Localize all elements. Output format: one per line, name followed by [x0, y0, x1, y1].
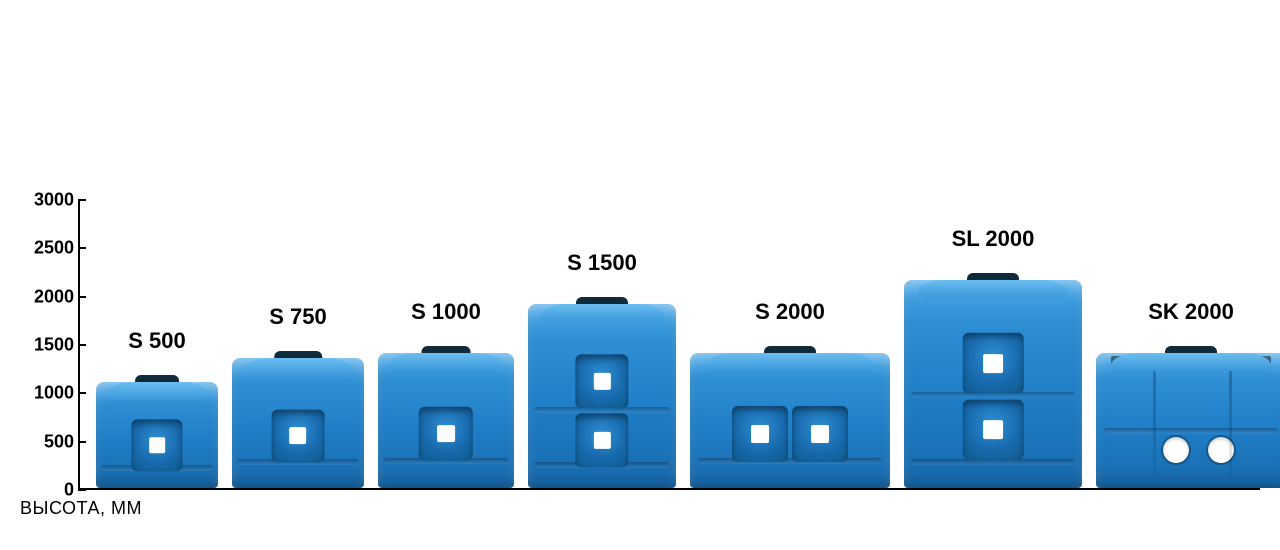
y-tick-mark [78, 296, 86, 298]
tank-item: S 1000 [378, 353, 514, 488]
y-tick-label: 500 [44, 431, 74, 452]
tank-recess [419, 407, 473, 461]
y-tick-mark [78, 441, 86, 443]
tank-label: SK 2000 [1148, 299, 1234, 325]
tank-item: SL 2000 [904, 280, 1082, 488]
tank-recess [575, 414, 628, 467]
tank-item: SK 2000 [1096, 353, 1280, 488]
tank-item: S 750 [232, 358, 364, 489]
y-axis-title: ВЫСОТА, ММ [20, 498, 142, 519]
tank-body [904, 280, 1082, 488]
y-tick-mark [78, 247, 86, 249]
tank-body [690, 353, 890, 488]
tank-item: S 1500 [528, 304, 676, 488]
tank-recess [732, 406, 788, 462]
y-tick-label: 3000 [34, 190, 74, 211]
tank-label: SL 2000 [952, 226, 1035, 252]
tank-label: S 500 [128, 328, 186, 354]
tank-recess [131, 420, 182, 471]
tank-label: S 750 [269, 304, 327, 330]
tank-recess [575, 355, 628, 408]
x-axis [78, 488, 1260, 490]
y-tick-label: 1500 [34, 335, 74, 356]
tank-label: S 1500 [567, 250, 637, 276]
tank-body [378, 353, 514, 488]
y-tick-mark [78, 199, 86, 201]
tank-label: S 2000 [755, 299, 825, 325]
y-tick-label: 1000 [34, 383, 74, 404]
tank-port [1163, 437, 1189, 463]
tank-item: S 2000 [690, 353, 890, 488]
tank-recess [963, 400, 1024, 461]
tank-body [528, 304, 676, 488]
tank-item: S 500 [96, 382, 218, 488]
tank-height-chart: 050010001500200025003000 S 500S 750S 100… [20, 200, 1260, 490]
y-tick-label: 2000 [34, 286, 74, 307]
y-tick-mark [78, 392, 86, 394]
tank-body [96, 382, 218, 488]
tank-recess [272, 409, 325, 462]
y-tick-label: 2500 [34, 238, 74, 259]
tank-recess [963, 333, 1024, 394]
y-tick-mark [78, 344, 86, 346]
tank-body [1096, 353, 1280, 488]
tank-body [232, 358, 364, 489]
tank-label: S 1000 [411, 299, 481, 325]
tank-recess [792, 406, 848, 462]
y-tick-mark [78, 489, 86, 491]
